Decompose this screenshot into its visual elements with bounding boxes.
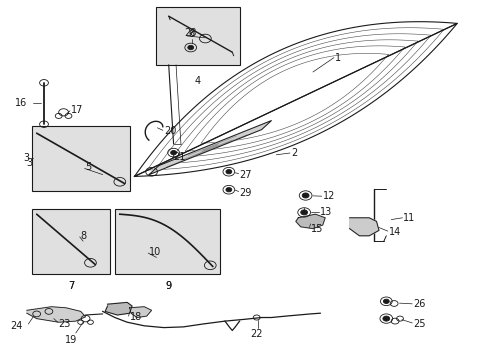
Text: 13: 13 [320, 207, 332, 217]
Circle shape [382, 316, 389, 321]
Text: 5: 5 [85, 162, 92, 172]
Polygon shape [349, 218, 378, 236]
Text: 27: 27 [239, 170, 252, 180]
Circle shape [300, 210, 307, 215]
Bar [32, 126, 129, 191]
Polygon shape [129, 307, 151, 318]
Text: 18: 18 [129, 312, 142, 322]
Text: 14: 14 [388, 227, 400, 237]
Text: 3: 3 [26, 158, 32, 168]
Text: 3: 3 [23, 153, 29, 163]
Text: 9: 9 [165, 281, 171, 291]
Polygon shape [105, 302, 132, 315]
Circle shape [225, 188, 231, 192]
Circle shape [225, 170, 231, 174]
Text: 10: 10 [149, 247, 161, 257]
Circle shape [170, 150, 176, 155]
Text: 23: 23 [59, 319, 71, 329]
Bar [32, 209, 110, 274]
Text: 25: 25 [412, 319, 425, 329]
Text: 16: 16 [15, 98, 27, 108]
Text: 2: 2 [290, 148, 297, 158]
Text: 7: 7 [68, 281, 74, 291]
Polygon shape [295, 214, 325, 229]
Polygon shape [27, 307, 85, 322]
Text: 6: 6 [188, 29, 194, 39]
Bar [115, 209, 220, 274]
Text: 7: 7 [68, 281, 74, 291]
Text: 8: 8 [81, 231, 87, 241]
Text: 24: 24 [10, 321, 22, 331]
Text: 29: 29 [239, 188, 251, 198]
Text: 15: 15 [310, 224, 322, 234]
Text: 1: 1 [334, 53, 341, 63]
Text: 21: 21 [173, 152, 185, 162]
Circle shape [187, 45, 193, 50]
Text: 19: 19 [64, 335, 77, 345]
Circle shape [383, 299, 388, 303]
Circle shape [302, 193, 308, 198]
Text: 28: 28 [184, 28, 197, 38]
Text: 22: 22 [250, 329, 263, 339]
Text: 12: 12 [322, 191, 334, 201]
Text: 17: 17 [71, 105, 83, 115]
Bar [156, 7, 239, 65]
Polygon shape [134, 22, 456, 176]
Polygon shape [149, 121, 271, 175]
Text: 4: 4 [195, 76, 201, 86]
Text: 9: 9 [165, 281, 171, 291]
Text: 26: 26 [412, 299, 425, 309]
Text: 20: 20 [163, 126, 176, 136]
Text: 11: 11 [403, 213, 415, 223]
